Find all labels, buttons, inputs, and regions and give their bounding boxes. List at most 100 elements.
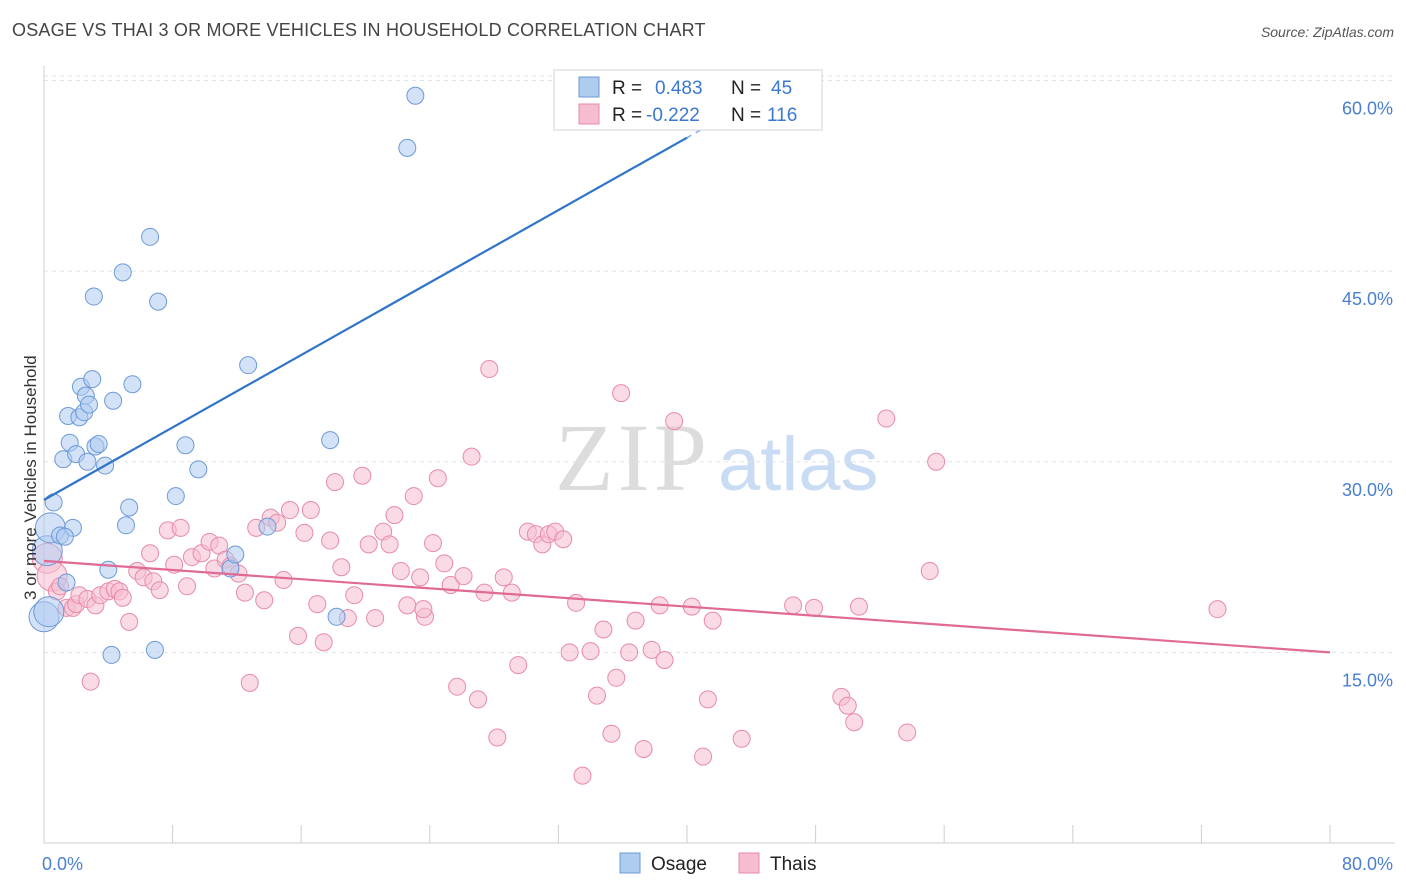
legend-thais-r-label: R = <box>612 105 642 126</box>
osage-point <box>239 356 258 375</box>
osage-point <box>83 370 102 389</box>
thais-point <box>494 568 513 587</box>
thais-point <box>488 728 507 747</box>
correlation-legend: R = 0.483 N = 45 R = -0.222 N = 116 <box>553 69 823 131</box>
thais-point <box>414 600 433 619</box>
bottom-legend-osage-swatch <box>619 852 641 874</box>
osage-point <box>120 498 139 517</box>
thais-point <box>385 506 404 525</box>
osage-point <box>321 431 340 450</box>
thais-point <box>554 530 573 549</box>
thais-point <box>255 591 274 610</box>
osage-point <box>141 227 160 246</box>
thais-point <box>469 690 488 709</box>
thais-point <box>845 713 864 732</box>
osage-point <box>104 391 123 410</box>
legend-osage-swatch <box>578 76 600 98</box>
osage-point <box>44 493 63 512</box>
x-tick-label-max: 80.0% <box>1342 854 1393 874</box>
thais-point <box>435 554 454 573</box>
thais-point <box>391 562 410 581</box>
thais-point <box>694 747 713 766</box>
legend-osage-n-label: N = <box>731 78 761 99</box>
osage-point <box>189 460 208 479</box>
osage-point <box>89 434 108 453</box>
thais-point <box>81 672 100 691</box>
thais-point <box>404 487 423 506</box>
thais-point <box>612 384 631 403</box>
osage-series <box>28 86 425 664</box>
x-tick-label-min: 0.0% <box>42 854 83 874</box>
thais-point <box>898 723 917 742</box>
osage-point <box>123 375 142 394</box>
thais-point <box>314 633 333 652</box>
legend-osage-n-value: 45 <box>771 78 792 99</box>
thais-point <box>480 359 499 378</box>
thais-point <box>448 677 467 696</box>
thais-point <box>150 581 169 600</box>
osage-point <box>99 560 118 579</box>
thais-point <box>634 739 653 758</box>
thais-point <box>509 656 528 675</box>
osage-point <box>102 645 121 664</box>
thais-point <box>850 597 869 616</box>
bottom-legend-thais-label: Thais <box>770 854 816 875</box>
y-tick-label: 45.0% <box>1342 289 1393 309</box>
thais-point <box>804 598 823 617</box>
thais-point <box>838 696 857 715</box>
thais-point <box>920 562 939 581</box>
thais-point <box>560 643 579 662</box>
osage-point <box>84 287 103 306</box>
y-tick-label: 30.0% <box>1342 480 1393 500</box>
osage-trend-line <box>43 136 688 501</box>
osage-point <box>258 517 277 536</box>
y-axis-label: 3 or more Vehicles in Household <box>21 355 40 600</box>
series-legend: Osage Thais <box>619 852 816 875</box>
bottom-legend-osage-label: Osage <box>651 854 707 875</box>
thais-point <box>308 595 327 614</box>
thais-point <box>594 620 613 639</box>
thais-point <box>411 568 430 587</box>
thais-point <box>120 612 139 631</box>
thais-point <box>655 651 674 669</box>
thais-point <box>321 531 340 550</box>
thais-point <box>295 523 314 542</box>
thais-point <box>332 558 351 577</box>
osage-point <box>55 527 74 546</box>
osage-point <box>78 452 97 471</box>
thais-point <box>359 535 378 554</box>
chart-title: OSAGE VS THAI 3 OR MORE VEHICLES IN HOUS… <box>12 20 706 40</box>
legend-osage-r-label: R = <box>612 78 642 99</box>
osage-point <box>406 86 425 105</box>
osage-point <box>33 596 65 628</box>
thais-point <box>602 724 621 743</box>
thais-point <box>665 412 684 431</box>
thais-point <box>424 534 443 553</box>
osage-point <box>149 292 168 311</box>
legend-thais-swatch <box>578 103 600 125</box>
watermark-atlas: atlas <box>718 422 879 507</box>
thais-point <box>235 583 254 602</box>
thais-point <box>703 611 722 630</box>
y-tick-label: 60.0% <box>1342 99 1393 119</box>
thais-point <box>626 611 645 630</box>
legend-thais-n-label: N = <box>731 105 761 126</box>
thais-point <box>698 690 717 709</box>
thais-point <box>353 466 372 485</box>
thais-point <box>732 729 751 748</box>
thais-point <box>301 501 320 520</box>
thais-point <box>380 535 399 554</box>
osage-point <box>80 395 99 414</box>
thais-point <box>428 469 447 488</box>
thais-point <box>454 567 473 586</box>
thais-point <box>178 577 197 596</box>
thais-point <box>927 452 946 471</box>
thais-point <box>620 643 639 662</box>
thais-point <box>642 640 661 659</box>
thais-point <box>325 473 344 492</box>
legend-thais-n-value: 116 <box>767 105 797 126</box>
thais-point <box>274 570 293 589</box>
thais-point <box>567 593 586 612</box>
axes <box>43 66 1395 844</box>
